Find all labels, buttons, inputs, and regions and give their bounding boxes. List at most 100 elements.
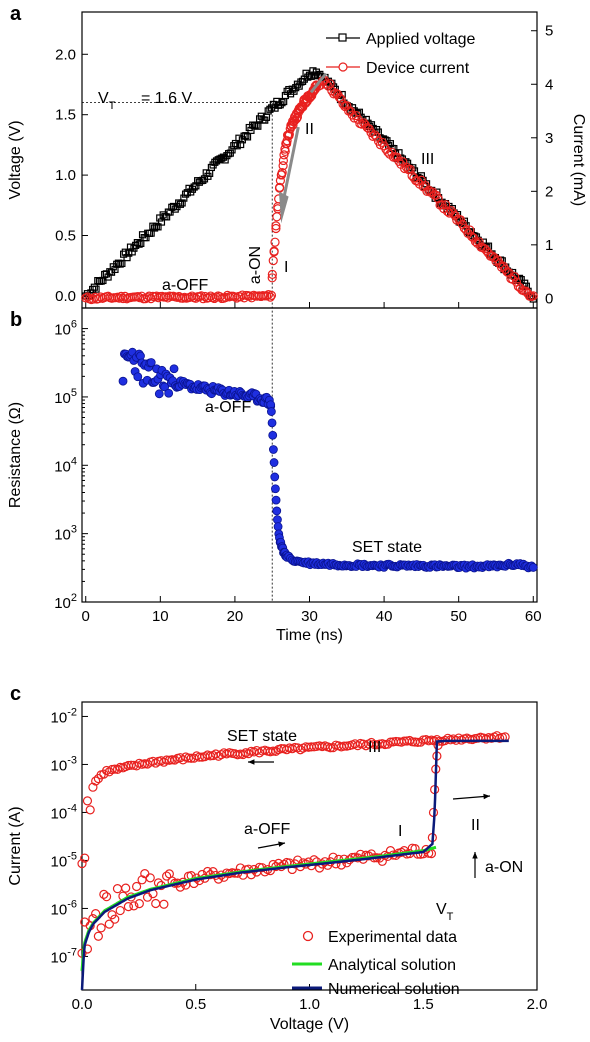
panel-b-ylabel: Resistance (Ω) [7, 402, 24, 508]
voltage-point [199, 176, 207, 184]
panel-c-label-iii: III [368, 739, 381, 756]
current-point [336, 94, 346, 104]
current-point [413, 176, 423, 186]
experimental-point [80, 853, 90, 863]
panel-c-xtick-label: 0.0 [72, 996, 93, 1013]
experimental-point [121, 883, 131, 893]
resistance-point [271, 484, 280, 494]
panel-b-ytick-label: 106 [54, 319, 77, 339]
panel-b-label-a-off: a-OFF [205, 399, 251, 416]
experimental-point [271, 746, 281, 756]
panel-c-ytick-label: 10-3 [51, 754, 77, 774]
panel-a-ytick-label: 2.0 [55, 46, 76, 63]
experimental-point [104, 919, 114, 929]
panel-c-xtick-label: 2.0 [527, 996, 548, 1013]
panel-a-label-i: I [284, 259, 288, 276]
current-point [280, 144, 290, 154]
panel-c-arrow-a-on-head [472, 852, 478, 859]
voltage-point [116, 260, 124, 268]
current-point [277, 167, 287, 178]
experimental-point [77, 859, 87, 869]
resistance-point [268, 445, 278, 454]
experimental-point [96, 923, 106, 933]
current-point [265, 292, 275, 302]
resistance-point [160, 382, 170, 392]
current-point [283, 131, 294, 141]
current-point [268, 256, 278, 266]
current-point [321, 79, 331, 89]
legend-marker-current [338, 62, 348, 72]
panel-a-vt-label: VT [98, 90, 116, 112]
voltage-point [135, 240, 143, 248]
panel-a-y2tick-label: 4 [545, 76, 553, 93]
panel-c-xtick-label: 1.5 [413, 996, 434, 1013]
current-point [270, 237, 280, 247]
resistance-point [133, 372, 143, 382]
experimental-point [183, 753, 194, 763]
current-point [266, 290, 277, 300]
panel-c-xtick-label: 0.5 [185, 996, 206, 1013]
experimental-point [145, 873, 155, 883]
experimental-point [101, 892, 112, 902]
voltage-point [362, 115, 370, 124]
experimental-point [137, 875, 147, 885]
experimental-point [140, 759, 150, 769]
experimental-point [194, 752, 204, 762]
panel-a-arrow-i [282, 126, 300, 197]
current-point [441, 200, 451, 210]
experimental-point [413, 737, 423, 748]
legend-marker-voltage [338, 33, 347, 42]
experimental-point [243, 749, 254, 759]
experimental-point [93, 931, 103, 941]
panel-c-ylabel: Current (A) [7, 806, 24, 885]
panel-a-label-ii: II [305, 121, 314, 138]
current-point [267, 269, 277, 279]
legend-marker-experimental [302, 930, 314, 942]
panel-c-arrow-a-off-head [278, 841, 285, 847]
current-point [372, 132, 382, 142]
panel-b-xtick-label: 60 [525, 608, 542, 625]
panel-a-ytick-label: 1.5 [55, 107, 76, 124]
current-point [470, 236, 481, 247]
panel-c-experimental-series [77, 731, 510, 958]
experimental-point [132, 881, 142, 892]
current-point [455, 215, 466, 225]
experimental-point [82, 796, 93, 806]
panel-a-label-a-off: a-OFF [162, 277, 208, 294]
current-point [271, 221, 281, 231]
resistance-point [164, 388, 174, 398]
resistance-point [272, 506, 282, 516]
experimental-point [112, 884, 123, 894]
experimental-point [268, 746, 278, 756]
experimental-point [132, 761, 142, 771]
resistance-point [146, 358, 156, 367]
resistance-point [118, 376, 128, 386]
legend-label-analytical: Analytical solution [328, 957, 456, 974]
current-point [383, 147, 393, 157]
panel-c-legend: Experimental data Analytical solution Nume… [292, 929, 460, 998]
panel-a-y2tick-label: 2 [545, 183, 553, 200]
panel-c-label-ii: II [471, 817, 480, 834]
panel-c-arrow-set-head [248, 759, 255, 765]
panel-a-ytick-label: 0.0 [55, 288, 76, 305]
experimental-point [159, 757, 169, 767]
current-point [392, 152, 402, 162]
numerical-solution-line [80, 739, 509, 991]
voltage-point [118, 259, 126, 268]
panel-a-y2label: Current (mA) [570, 114, 587, 206]
panel-a-legend: Applied voltage Device current [326, 31, 476, 77]
current-point [422, 186, 432, 196]
resistance-point [154, 389, 164, 399]
experimental-point [383, 739, 393, 749]
experimental-point [104, 767, 114, 777]
voltage-point [123, 254, 131, 262]
resistance-point [270, 472, 280, 482]
panel-c-ytick-label: 10-7 [51, 946, 77, 966]
panel-c-label-vt: VT [436, 901, 454, 923]
current-point [528, 291, 538, 301]
legend-label-current: Device current [366, 60, 470, 77]
experimental-point [110, 914, 120, 924]
experimental-point [216, 750, 226, 760]
current-point [272, 212, 282, 222]
